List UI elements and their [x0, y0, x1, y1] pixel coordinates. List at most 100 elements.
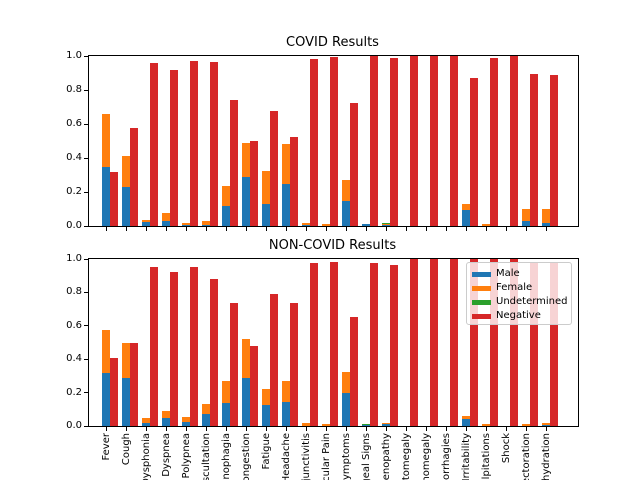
bar-negative-conjunctivitis [310, 263, 318, 426]
y-tick-mark [84, 191, 88, 193]
bar-female-auscultation [202, 404, 210, 414]
bar-female-polypnea [182, 223, 190, 226]
x-tick-label-conjunctivitis: Conjunctivitis [301, 433, 312, 480]
undetermined-color-swatch [472, 299, 491, 305]
bar-negative-digestive-symptoms [350, 316, 358, 426]
x-tick-mark [366, 427, 367, 431]
legend-label-undetermined: Undetermined [496, 296, 568, 307]
bar-negative-expectoration [530, 73, 538, 226]
bar-female-digestive-symptoms [342, 180, 350, 202]
bar-male-conjunctivitis [302, 225, 310, 226]
legend-label-male: Male [496, 268, 520, 279]
x-tick-label-expectoration: Expectoration [521, 433, 532, 480]
y-tick-mark [84, 325, 88, 327]
x-tick-mark [146, 227, 147, 231]
x-tick-label-shock: Shock [501, 433, 512, 464]
x-tick-mark [346, 227, 347, 231]
y-tick-mark [84, 425, 88, 427]
bar-negative-dyspnea [170, 69, 178, 226]
x-tick-mark [526, 227, 527, 231]
bar-female-dehydration [542, 423, 550, 425]
bar-female-dysphonia [142, 219, 150, 222]
bar-female-fever [102, 330, 110, 373]
bar-male-digestive-symptoms [342, 392, 350, 426]
bar-male-odynophagia [222, 206, 230, 226]
bar-female-palpitations [482, 424, 490, 426]
bar-male-cough [122, 378, 130, 426]
bar-female-headache [282, 380, 290, 402]
x-tick-mark [186, 427, 187, 431]
bar-negative-shock [510, 259, 518, 426]
y-tick-label: 1.0 [66, 50, 82, 61]
bar-male-dysphonia [142, 221, 150, 226]
bar-negative-splenomegaly [430, 259, 438, 426]
x-tick-mark [266, 227, 267, 231]
x-tick-label-adenopathy: Adenopathy [381, 433, 392, 480]
bar-negative-adenopathy [390, 57, 398, 226]
x-tick-label-fever: Fever [101, 433, 112, 461]
x-tick-mark [126, 227, 127, 231]
bar-female-fatigue [262, 389, 270, 406]
covid-chart-axes: 0.0 0.2 0.4 0.6 0.8 1.0 [66, 50, 579, 231]
bar-negative-muscular-pain [330, 261, 338, 426]
y-tick-label: 0.0 [66, 420, 82, 431]
female-color-swatch [472, 285, 491, 291]
bar-male-congestion [242, 176, 250, 226]
x-tick-mark [406, 427, 407, 431]
x-tick-mark [166, 227, 167, 231]
bar-male-odynophagia [222, 402, 230, 426]
x-tick-mark [186, 227, 187, 231]
bar-undetermined-adenopathy [382, 222, 390, 224]
y-tick-mark [84, 258, 88, 260]
bar-negative-dehydration [550, 74, 558, 226]
y-tick-mark [84, 392, 88, 394]
bar-negative-dyspnea [170, 272, 178, 426]
bar-negative-congestion [250, 345, 258, 426]
x-tick-mark [426, 227, 427, 231]
x-tick-mark [546, 227, 547, 231]
legend-entry-negative: Negative [472, 309, 571, 323]
x-tick-label-cough: Cough [121, 433, 132, 466]
bar-negative-fever [110, 171, 118, 226]
bar-male-irritability [462, 209, 470, 226]
bar-female-irritability [462, 416, 470, 420]
bar-negative-headache [290, 136, 298, 226]
bar-male-headache [282, 401, 290, 426]
bar-female-congestion [242, 142, 250, 177]
bar-male-fatigue [262, 203, 270, 226]
legend-entry-male: Male [472, 267, 571, 281]
bar-male-dehydration [542, 424, 550, 426]
bar-male-polypnea [182, 225, 190, 226]
bar-female-conjunctivitis [302, 222, 310, 226]
bar-female-dysphonia [142, 417, 150, 423]
bar-female-muscular-pain [322, 424, 330, 426]
x-tick-mark [306, 427, 307, 431]
y-tick-label: 0.4 [66, 152, 82, 163]
x-tick-mark [446, 427, 447, 431]
y-tick-label: 0.8 [66, 286, 82, 298]
x-tick-mark [146, 427, 147, 431]
bar-negative-shock [510, 56, 518, 226]
x-tick-mark [426, 427, 427, 431]
bar-negative-hemorrhagies [450, 56, 458, 226]
x-tick-mark [246, 427, 247, 431]
bar-male-fatigue [262, 405, 270, 426]
bar-negative-irritability [470, 78, 478, 226]
bar-male-cough [122, 186, 130, 226]
bar-negative-polypnea [190, 61, 198, 226]
x-tick-mark [446, 227, 447, 231]
bar-negative-fatigue [270, 111, 278, 226]
x-tick-mark [486, 227, 487, 231]
bar-negative-auscultation [210, 62, 218, 226]
legend-entry-undetermined: Undetermined [472, 295, 571, 309]
bar-negative-palpitations [490, 259, 498, 426]
y-tick-label: 0.8 [66, 84, 82, 95]
x-tick-label-irritability: Irritability [461, 433, 472, 480]
bar-negative-digestive-symptoms [350, 102, 358, 226]
x-tick-label-meningeal-signs: Meningeal Signs [361, 433, 372, 480]
bar-negative-hemorrhagies [450, 259, 458, 426]
x-tick-mark [286, 427, 287, 431]
bar-male-fever [102, 372, 110, 426]
bar-female-conjunctivitis [302, 422, 310, 426]
